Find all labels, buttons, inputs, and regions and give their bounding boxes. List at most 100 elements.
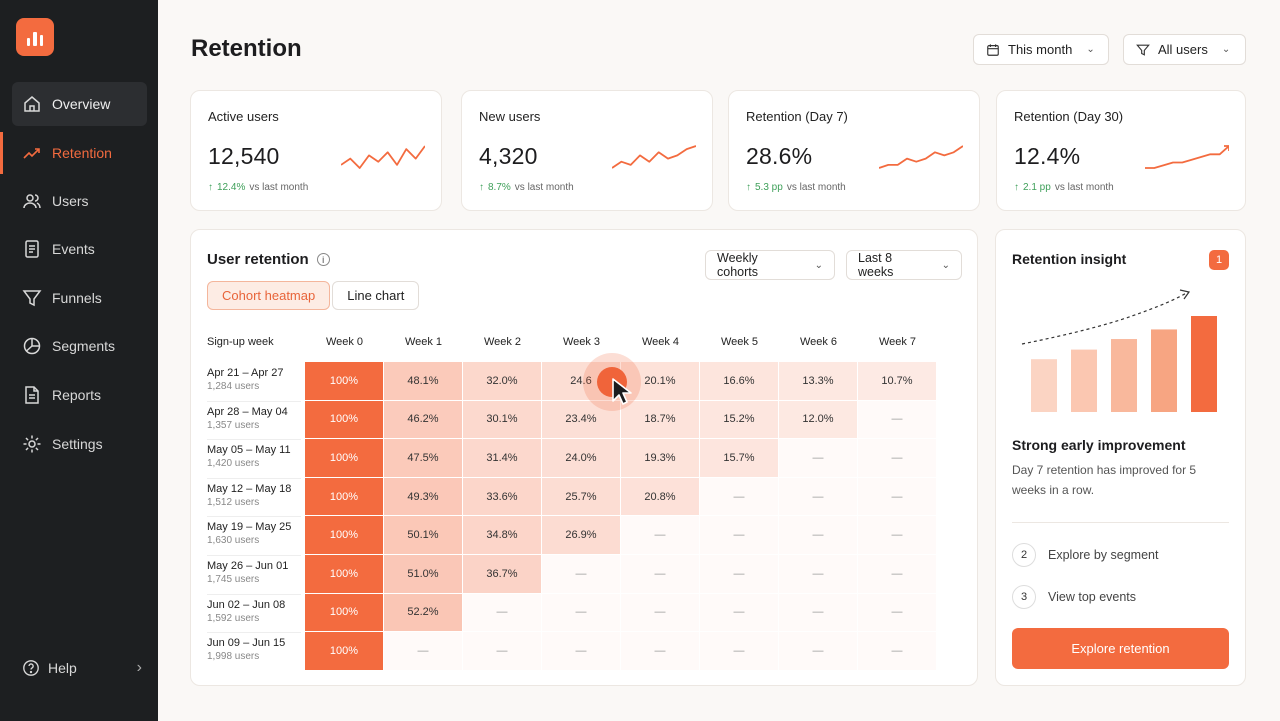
heatmap-cell[interactable]: — — [779, 439, 857, 477]
heatmap-cell[interactable]: 33.6% — [463, 477, 541, 516]
heatmap-cell[interactable]: — — [542, 555, 620, 593]
heatmap-cell[interactable]: — — [621, 555, 699, 593]
help-icon — [23, 660, 39, 676]
tab-cohort-heatmap[interactable]: Cohort heatmap — [207, 281, 331, 310]
home-icon — [24, 96, 40, 112]
kpi-card-new-users[interactable]: New users 4,320 ↑ 8.7% vs last month — [461, 90, 713, 211]
heatmap-cell[interactable]: — — [463, 594, 541, 632]
heatmap-cell[interactable]: — — [779, 555, 857, 593]
heatmap-cell[interactable]: 30.1% — [463, 400, 541, 439]
heatmap-cell[interactable]: — — [463, 632, 541, 670]
heatmap-cell[interactable]: — — [700, 478, 778, 516]
column-header-week: Week 5 — [720, 336, 759, 348]
insight-badge: 1 — [1209, 250, 1229, 270]
heatmap-cell[interactable]: — — [858, 594, 936, 632]
sidebar-item-users[interactable]: Users — [12, 179, 147, 223]
pie-icon — [23, 337, 41, 355]
heatmap-cell[interactable]: 36.7% — [463, 555, 541, 593]
insight-headline: Strong early improvement — [1012, 437, 1186, 453]
heatmap-cell[interactable]: — — [858, 401, 936, 439]
heatmap-cell[interactable]: — — [384, 632, 462, 670]
sidebar-item-reports[interactable]: Reports — [12, 373, 147, 417]
heatmap-cell[interactable]: — — [779, 594, 857, 632]
heatmap-cell[interactable]: 32.0% — [463, 362, 541, 400]
heatmap-cell[interactable]: 15.7% — [700, 439, 778, 477]
explore-retention-button[interactable]: Explore retention — [1012, 628, 1229, 669]
heatmap-cell[interactable]: 49.3% — [384, 477, 462, 516]
heatmap-cell[interactable]: 18.7% — [621, 400, 699, 439]
sidebar-item-funnels[interactable]: Funnels — [12, 276, 147, 320]
kpi-card-retention-day30[interactable]: Retention (Day 30) 12.4% ↑ 2.1 pp vs last … — [996, 90, 1246, 211]
cohort-week: May 12 – May 18 — [207, 482, 292, 495]
heatmap-cell[interactable]: — — [779, 632, 857, 670]
kpi-card-retention-day7[interactable]: Retention (Day 7) 28.6% ↑ 5.3 pp vs last m… — [728, 90, 980, 211]
heatmap-cell[interactable]: 25.7% — [542, 477, 620, 516]
heatmap-cell[interactable]: 23.4% — [542, 400, 620, 439]
heatmap-cell[interactable]: 50.1% — [384, 516, 462, 554]
heatmap-cell[interactable]: 48.1% — [384, 362, 462, 400]
app-logo-icon[interactable] — [16, 18, 54, 56]
heatmap-cell[interactable]: 34.8% — [463, 516, 541, 554]
sidebar-item-retention[interactable]: Retention — [12, 131, 147, 175]
heatmap-cell[interactable]: 31.4% — [463, 439, 541, 477]
insight-title: Retention insight — [1012, 251, 1127, 267]
range-dropdown[interactable]: Last 8 weeks ⌄ — [846, 250, 962, 280]
help-link[interactable]: Help › — [22, 656, 142, 680]
step-explore-segment[interactable]: 2 Explore by segment — [1012, 542, 1158, 568]
heatmap-cell[interactable]: — — [779, 516, 857, 554]
column-header-week: Week 3 — [562, 336, 601, 348]
heatmap-cell[interactable]: 15.2% — [700, 400, 778, 439]
heatmap-cell[interactable]: 100% — [305, 516, 383, 554]
sidebar-item-events[interactable]: Events — [12, 227, 147, 271]
delta-value: 5.3 pp — [755, 182, 783, 193]
sidebar-item-settings[interactable]: Settings — [12, 422, 147, 466]
heatmap-cell[interactable]: — — [700, 632, 778, 670]
heatmap-cell[interactable]: 100% — [305, 593, 383, 632]
heatmap-cell[interactable]: 100% — [305, 555, 383, 593]
heatmap-cell[interactable]: — — [858, 555, 936, 593]
heatmap-cell[interactable]: 12.0% — [779, 400, 857, 439]
heatmap-cell[interactable]: — — [779, 478, 857, 516]
cohort-dropdown[interactable]: Weekly cohorts ⌄ — [705, 250, 835, 280]
user-retention-card: User retention i Cohort heatmap Line cha… — [190, 229, 978, 686]
heatmap-cell[interactable]: 10.7% — [858, 362, 936, 400]
heatmap-cell[interactable]: 20.1% — [621, 362, 699, 400]
heatmap-cell[interactable]: 16.6% — [700, 362, 778, 400]
user-filter-dropdown[interactable]: All users ⌄ — [1123, 34, 1246, 65]
step-view-top-events[interactable]: 3 View top events — [1012, 584, 1136, 610]
heatmap-cell[interactable]: 47.5% — [384, 439, 462, 477]
sidebar-item-segments[interactable]: Segments — [12, 324, 147, 368]
heatmap-cell[interactable]: 52.2% — [384, 593, 462, 632]
insight-bar-illustration — [1021, 289, 1217, 412]
heatmap-cell[interactable]: — — [858, 632, 936, 670]
kpi-card-active-users[interactable]: Active users 12,540 ↑ 12.4% vs last month — [190, 90, 442, 211]
heatmap-cell[interactable]: 26.9% — [542, 516, 620, 554]
heatmap-cell[interactable]: — — [621, 516, 699, 554]
heatmap-cell[interactable]: 13.3% — [779, 362, 857, 400]
date-filter-dropdown[interactable]: This month ⌄ — [973, 34, 1109, 65]
heatmap-cell[interactable]: — — [621, 594, 699, 632]
heatmap-cell[interactable]: — — [542, 594, 620, 632]
sidebar-item-overview[interactable]: Overview — [12, 82, 147, 126]
heatmap-cell[interactable]: — — [858, 439, 936, 477]
heatmap-cell[interactable]: — — [700, 516, 778, 554]
heatmap-cell[interactable]: — — [858, 516, 936, 554]
heatmap-cell[interactable]: — — [858, 478, 936, 516]
heatmap-cell[interactable]: 46.2% — [384, 400, 462, 439]
heatmap-cell[interactable]: 19.3% — [621, 439, 699, 477]
info-icon[interactable]: i — [316, 253, 330, 266]
heatmap-cell[interactable]: 100% — [305, 439, 383, 477]
heatmap-cell[interactable]: — — [700, 594, 778, 632]
funnel-icon — [22, 290, 42, 307]
heatmap-cell[interactable]: 100% — [305, 362, 383, 400]
heatmap-cell[interactable]: 100% — [305, 632, 383, 670]
heatmap-cell[interactable]: — — [621, 632, 699, 670]
heatmap-cell[interactable]: 51.0% — [384, 555, 462, 593]
heatmap-cell[interactable]: 100% — [305, 477, 383, 516]
heatmap-cell[interactable]: 24.0% — [542, 439, 620, 477]
heatmap-cell[interactable]: — — [700, 555, 778, 593]
tab-line-chart[interactable]: Line chart — [332, 281, 420, 310]
heatmap-cell[interactable]: 20.8% — [621, 477, 699, 516]
heatmap-cell[interactable]: 100% — [305, 400, 383, 439]
heatmap-cell[interactable]: — — [542, 632, 620, 670]
